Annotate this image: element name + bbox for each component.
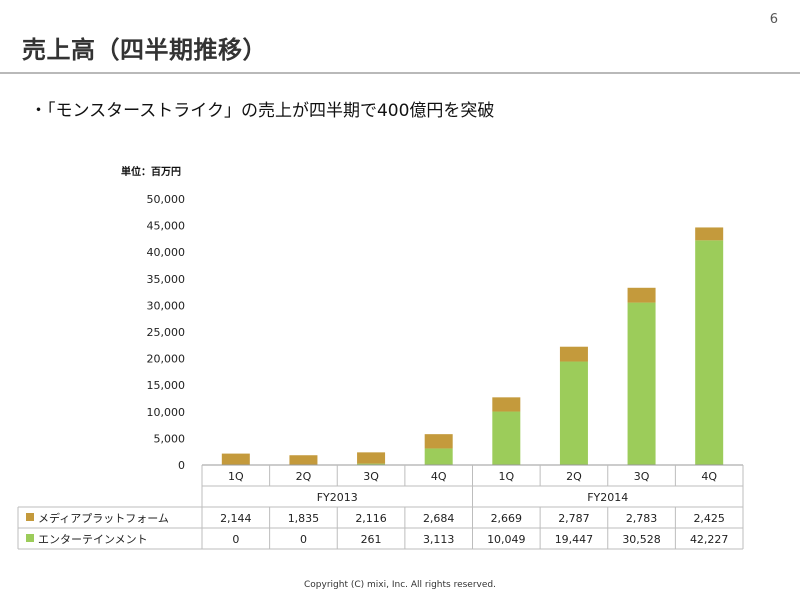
x-tick-label: 4Q	[431, 470, 447, 483]
table-value: 30,528	[622, 533, 661, 546]
bar-segment-media-platform	[289, 455, 318, 465]
bar-segment-entertainment	[424, 448, 453, 465]
x-tick-label: 1Q	[498, 470, 514, 483]
legend-series-name: エンターテインメント	[38, 533, 148, 546]
slide-title: 売上高（四半期推移）	[22, 36, 267, 64]
table-value: 261	[361, 533, 382, 546]
table-value: 19,447	[555, 533, 594, 546]
title-divider	[0, 72, 800, 74]
table-value: 2,425	[693, 512, 725, 525]
bar-segment-media-platform	[627, 287, 656, 303]
table-value: 0	[300, 533, 307, 546]
y-tick-label: 35,000	[147, 273, 186, 286]
bar-segment-entertainment	[559, 361, 588, 465]
table-value: 2,144	[220, 512, 252, 525]
y-tick-label: 25,000	[147, 326, 186, 339]
table-value: 3,113	[423, 533, 455, 546]
table-value: 1,835	[288, 512, 320, 525]
x-tick-label: 2Q	[566, 470, 582, 483]
bar-segment-entertainment	[492, 411, 521, 465]
y-tick-label: 15,000	[147, 379, 186, 392]
bar-segment-media-platform	[424, 434, 453, 449]
legend-swatch	[26, 513, 34, 521]
fiscal-year-label: FY2013	[317, 491, 358, 504]
x-tick-label: 1Q	[228, 470, 244, 483]
y-tick-label: 40,000	[147, 246, 186, 259]
x-tick-label: 3Q	[363, 470, 379, 483]
unit-label: 単位：百万円	[121, 167, 181, 178]
table-value: 2,684	[423, 512, 455, 525]
bar-segment-entertainment	[357, 463, 386, 465]
legend-swatch	[26, 534, 34, 542]
table-value: 42,227	[690, 533, 729, 546]
y-tick-label: 0	[178, 459, 185, 472]
y-tick-label: 50,000	[147, 193, 186, 206]
bar-segment-media-platform	[357, 452, 386, 464]
bar-segment-media-platform	[221, 453, 250, 465]
bar-segment-media-platform	[695, 227, 724, 241]
legend-series-name: メディアプラットフォーム	[38, 511, 169, 525]
x-tick-label: 3Q	[634, 470, 650, 483]
x-tick-label: 2Q	[296, 470, 312, 483]
bar-segment-media-platform	[492, 397, 521, 412]
page-number: 6	[769, 12, 778, 27]
y-tick-label: 20,000	[147, 353, 186, 366]
table-value: 10,049	[487, 533, 526, 546]
bar-segment-entertainment	[627, 302, 656, 465]
bar-segment-entertainment	[695, 240, 724, 465]
table-value: 2,116	[355, 512, 387, 525]
fiscal-year-label: FY2014	[587, 491, 628, 504]
y-tick-label: 45,000	[147, 220, 186, 233]
headline-bullet: ・「モンスターストライク」の売上が四半期で400億円を突破	[30, 101, 495, 121]
y-tick-label: 30,000	[147, 299, 186, 312]
bar-segment-media-platform	[559, 346, 588, 362]
y-tick-label: 5,000	[154, 432, 186, 445]
x-tick-label: 4Q	[701, 470, 717, 483]
table-value: 2,787	[558, 512, 590, 525]
table-value: 2,783	[626, 512, 658, 525]
copyright-notice: Copyright (C) mixi, Inc. All rights rese…	[304, 580, 496, 590]
y-tick-label: 10,000	[147, 406, 186, 419]
table-value: 2,669	[491, 512, 523, 525]
table-value: 0	[232, 533, 239, 546]
